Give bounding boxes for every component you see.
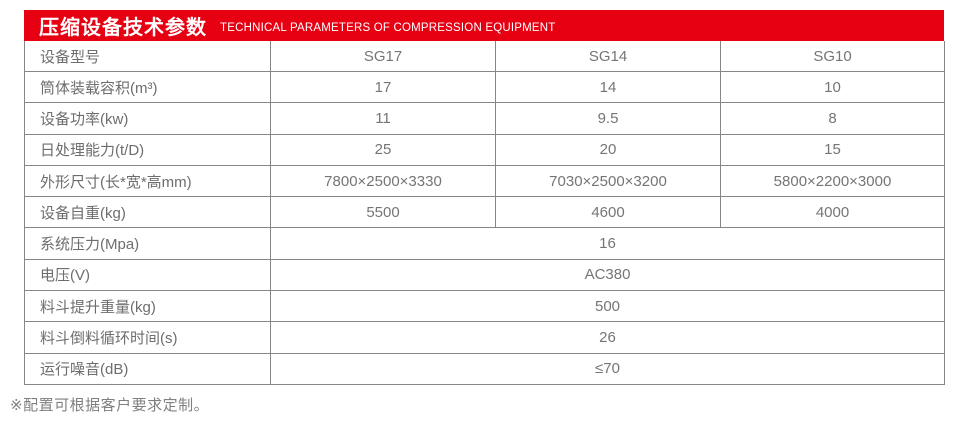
table-row: 筒体装载容积(m³) 17 14 10: [24, 71, 945, 104]
param-value-cell: 14: [495, 71, 721, 104]
param-value-cell: 5800×2200×3000: [720, 164, 945, 198]
param-value-cell: AC380: [270, 258, 945, 292]
param-value-cell: 20: [495, 133, 721, 166]
param-value-cell: SG10: [720, 41, 945, 73]
param-label-cell: 运行噪音(dB): [24, 352, 271, 386]
param-value-cell: SG17: [270, 41, 496, 73]
param-value-cell: 7030×2500×3200: [495, 164, 721, 198]
params-table-body: 设备型号 SG17 SG14 SG10 筒体装载容积(m³) 17 14 10 设备功率(kw)…: [24, 41, 945, 386]
param-label-cell: 外形尺寸(长*宽*高mm): [24, 164, 271, 198]
table-row: 运行噪音(dB) ≤70: [24, 352, 945, 386]
param-value-cell: 500: [270, 290, 945, 323]
table-row: 设备型号 SG17 SG14 SG10: [24, 41, 945, 73]
param-value-cell: 11: [270, 102, 496, 135]
section-header-banner: 压缩设备技术参数 TECHNICAL PARAMETERS OF COMPRES…: [24, 10, 944, 41]
table-row: 电压(V) AC380: [24, 258, 945, 292]
param-label-cell: 料斗倒料循环时间(s): [24, 321, 271, 354]
param-value-cell: ≤70: [270, 352, 945, 386]
table-row: 设备自重(kg) 5500 4600 4000: [24, 196, 945, 229]
table-row: 系统压力(Mpa) 16: [24, 227, 945, 260]
table-row: 料斗提升重量(kg) 500: [24, 290, 945, 323]
section-title-zh: 压缩设备技术参数: [39, 17, 207, 39]
param-value-cell: 26: [270, 321, 945, 354]
param-label-cell: 电压(V): [24, 258, 271, 292]
param-value-cell: 25: [270, 133, 496, 166]
param-value-cell: 16: [270, 227, 945, 260]
param-value-cell: 17: [270, 71, 496, 104]
param-value-cell: 4600: [495, 196, 721, 229]
param-value-cell: 15: [720, 133, 945, 166]
table-row: 料斗倒料循环时间(s) 26: [24, 321, 945, 354]
param-label-cell: 料斗提升重量(kg): [24, 290, 271, 323]
param-label-cell: 设备自重(kg): [24, 196, 271, 229]
param-label-cell: 设备型号: [24, 41, 271, 73]
table-row: 日处理能力(t/D) 25 20 15: [24, 133, 945, 166]
param-value-cell: SG14: [495, 41, 721, 73]
param-value-cell: 5500: [270, 196, 496, 229]
param-value-cell: 4000: [720, 196, 945, 229]
param-label-cell: 筒体装载容积(m³): [24, 71, 271, 104]
footnote: ※配置可根据客户要求定制。: [10, 397, 210, 414]
param-value-cell: 8: [720, 102, 945, 135]
technical-parameters-table: 设备型号 SG17 SG14 SG10 筒体装载容积(m³) 17 14 10 设备功率(kw)…: [24, 41, 945, 386]
table-row: 设备功率(kw) 11 9.5 8: [24, 102, 945, 135]
param-label-cell: 日处理能力(t/D): [24, 133, 271, 166]
table-row: 外形尺寸(长*宽*高mm) 7800×2500×3330 7030×2500×320…: [24, 164, 945, 198]
param-label-cell: 设备功率(kw): [24, 102, 271, 135]
param-label-cell: 系统压力(Mpa): [24, 227, 271, 260]
section-title-en: TECHNICAL PARAMETERS OF COMPRESSION EQUI…: [220, 21, 556, 34]
param-value-cell: 7800×2500×3330: [270, 164, 496, 198]
param-value-cell: 9.5: [495, 102, 721, 135]
param-value-cell: 10: [720, 71, 945, 104]
